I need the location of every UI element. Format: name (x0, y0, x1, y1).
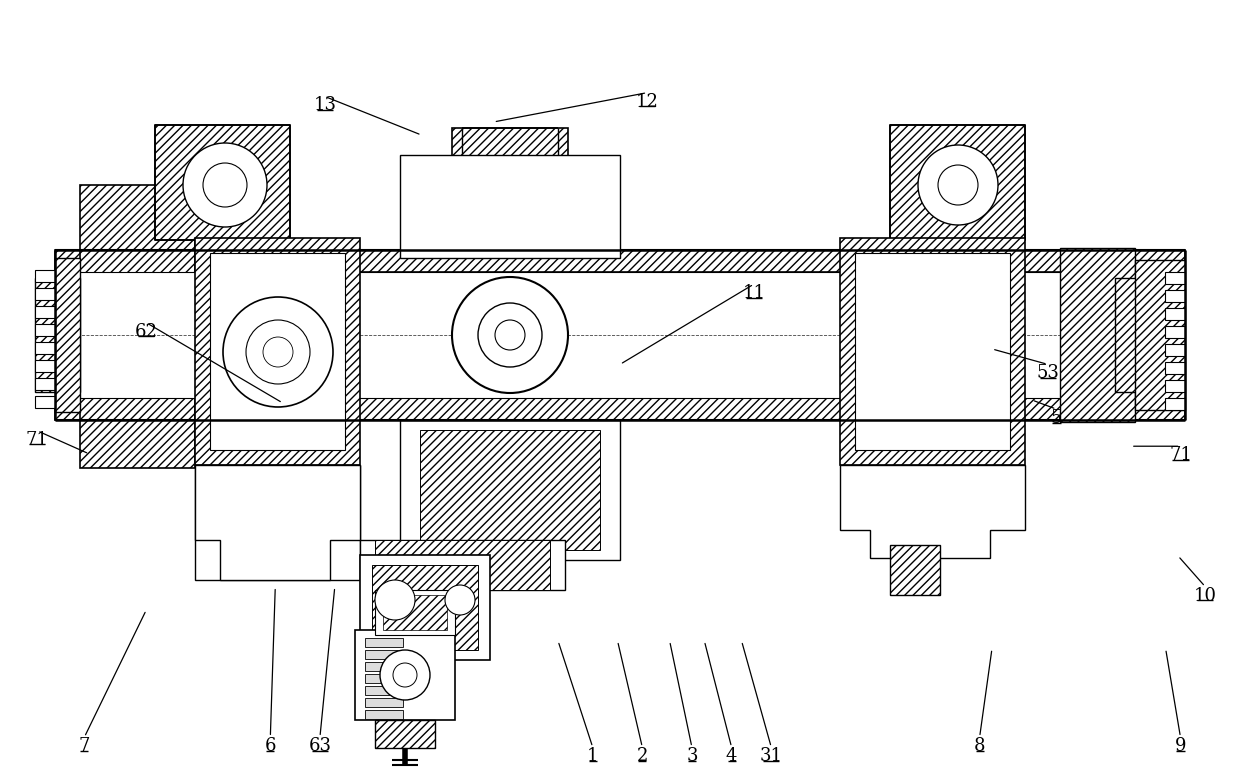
Circle shape (495, 320, 525, 350)
Bar (856, 253, 1011, 450)
Text: 53: 53 (1037, 364, 1059, 382)
Bar (195, 238, 360, 465)
Bar (35, 324, 55, 336)
Bar (35, 342, 55, 354)
Bar (55, 250, 1185, 272)
Circle shape (937, 165, 978, 205)
Bar (55, 398, 1185, 420)
Text: 62: 62 (135, 323, 157, 340)
Text: 8: 8 (973, 737, 986, 755)
Bar (360, 555, 490, 660)
Text: 11: 11 (743, 284, 765, 302)
Bar (1166, 290, 1185, 302)
Circle shape (477, 303, 542, 367)
Bar (1060, 248, 1135, 422)
Bar (1166, 380, 1185, 392)
Text: 2: 2 (636, 747, 649, 765)
Bar (839, 238, 1025, 465)
Bar (1115, 278, 1176, 392)
Bar (1166, 272, 1185, 284)
Bar (210, 253, 345, 450)
Text: 71: 71 (1169, 446, 1192, 464)
Circle shape (246, 320, 310, 384)
Text: 5: 5 (1050, 409, 1063, 427)
Bar (1166, 344, 1185, 356)
Bar (374, 590, 455, 635)
Bar (1166, 326, 1185, 338)
Bar (1166, 398, 1185, 410)
Bar (372, 565, 477, 650)
Text: 6: 6 (264, 737, 277, 755)
Bar (81, 250, 195, 468)
Text: 31: 31 (760, 747, 782, 765)
Bar (420, 430, 600, 550)
Bar (365, 710, 403, 719)
Bar (1166, 362, 1185, 374)
Polygon shape (195, 465, 360, 580)
Circle shape (379, 650, 430, 700)
Circle shape (184, 143, 267, 227)
Text: 4: 4 (725, 747, 738, 765)
Bar (55, 272, 1185, 398)
Text: 10: 10 (1194, 587, 1216, 604)
Circle shape (374, 580, 415, 620)
Bar (35, 306, 55, 318)
Bar (401, 420, 620, 560)
Bar (55, 258, 81, 412)
Bar (360, 540, 565, 590)
Bar (890, 545, 940, 595)
Circle shape (263, 337, 293, 367)
Bar (401, 155, 620, 258)
Text: 3: 3 (686, 747, 698, 765)
Circle shape (445, 585, 475, 615)
Bar (355, 630, 455, 720)
Text: 1: 1 (587, 747, 599, 765)
Bar (35, 396, 55, 408)
Circle shape (453, 277, 568, 393)
Circle shape (223, 297, 334, 407)
Circle shape (203, 163, 247, 207)
Bar (365, 674, 403, 683)
Bar (453, 128, 568, 255)
Bar (365, 698, 403, 707)
Bar (365, 686, 403, 695)
Text: 9: 9 (1174, 737, 1187, 755)
Bar (35, 288, 55, 300)
Bar (365, 650, 403, 659)
Circle shape (918, 145, 998, 225)
Bar (1166, 308, 1185, 320)
Bar (35, 378, 55, 390)
Bar (383, 595, 446, 630)
Bar (365, 638, 403, 647)
Text: 63: 63 (309, 737, 331, 755)
Bar (35, 270, 55, 282)
Bar (155, 125, 290, 240)
Text: 7: 7 (78, 737, 91, 755)
Bar (365, 662, 403, 671)
Bar (1135, 260, 1185, 410)
Bar (374, 540, 551, 590)
Text: 13: 13 (314, 96, 336, 114)
Bar (35, 278, 81, 392)
Text: 71: 71 (26, 431, 48, 449)
Bar (35, 360, 55, 372)
Bar (195, 465, 360, 580)
Bar (890, 125, 1025, 240)
Text: 12: 12 (636, 93, 658, 110)
Bar (374, 720, 435, 748)
Polygon shape (839, 465, 1025, 558)
Circle shape (393, 663, 417, 687)
Bar (81, 185, 195, 250)
